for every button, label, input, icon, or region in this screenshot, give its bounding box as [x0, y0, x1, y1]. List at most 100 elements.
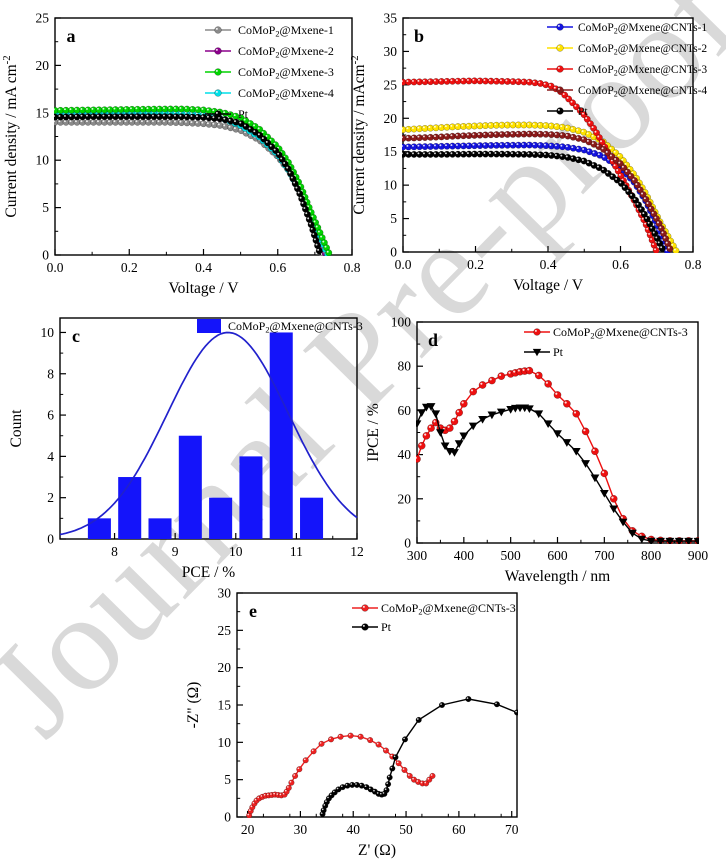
svg-text:20: 20: [241, 822, 255, 837]
panel-c-bar-6: [269, 332, 293, 539]
panel-c-bar-7: [300, 497, 324, 539]
panel-e-series-1: [319, 695, 518, 818]
panel-a-ticks: 0.0 0.2 0.4 0.6 0.8 0 5 10 15 20 25: [36, 11, 361, 276]
svg-text:600: 600: [547, 548, 568, 563]
svg-text:0.8: 0.8: [344, 260, 361, 275]
svg-text:5: 5: [224, 772, 231, 787]
panel-c-ylabel: Count: [8, 409, 25, 448]
svg-text:30: 30: [218, 586, 232, 601]
panel-a-legend-entry-2: CoMoP2@Mxene-3: [205, 65, 334, 81]
svg-text:40: 40: [398, 447, 412, 462]
panel-b-plot: [402, 77, 680, 253]
panel-c-fit-curve: [59, 331, 358, 536]
panel-b-legend-entry-3: CoMoP2@Mxene@CNTs-4: [547, 85, 707, 99]
svg-text:70: 70: [505, 822, 519, 837]
svg-text:0.6: 0.6: [269, 260, 286, 275]
svg-text:900: 900: [688, 548, 709, 563]
panel-c-plot: [59, 331, 358, 539]
svg-text:10: 10: [229, 544, 243, 559]
panel-b-legend-entry-4: Pt: [547, 106, 588, 118]
panel-b-legend-entry-2: CoMoP2@Mxene@CNTs-3: [547, 64, 707, 78]
svg-text:30: 30: [384, 44, 398, 59]
svg-text:Pt: Pt: [578, 106, 588, 118]
svg-text:11: 11: [290, 544, 303, 559]
panel-e-legend: CoMoP2@Mxene@CNTs-3 Pt: [352, 601, 516, 634]
svg-text:CoMoP2@Mxene@CNTs-4: CoMoP2@Mxene@CNTs-4: [578, 85, 707, 99]
panel-e-plot: [246, 695, 518, 818]
panel-d-legend-entry-1: Pt: [524, 345, 564, 359]
svg-text:0: 0: [47, 532, 54, 547]
panel-b-series-3: [402, 130, 674, 253]
panel-a-legend-entry-0: CoMoP2@Mxene-1: [205, 23, 334, 39]
panel-d-legend-entry-0: CoMoP2@Mxene@CNTs-3: [524, 325, 688, 341]
svg-text:10: 10: [36, 153, 50, 168]
svg-text:15: 15: [36, 105, 50, 120]
svg-text:60: 60: [452, 822, 466, 837]
panel-a-plot: [54, 105, 333, 256]
panel-a-legend-entry-1: CoMoP2@Mxene-2: [205, 44, 334, 60]
panel-c: 8 9 10 11 12 0 2 4 6 8 10 PCE / % Count c CoMoP2@Mxene…: [8, 317, 364, 581]
panel-b-series-2: [402, 77, 660, 253]
svg-text:0: 0: [42, 248, 49, 263]
svg-text:0: 0: [224, 810, 231, 825]
panel-b-ticks: 0.0 0.2 0.4 0.6 0.8 0 5 10 15 20 25 30 35: [384, 11, 702, 273]
panel-d-series-0: [416, 366, 699, 544]
svg-text:300: 300: [407, 548, 428, 563]
svg-text:30: 30: [294, 822, 308, 837]
svg-text:0: 0: [390, 245, 397, 260]
panel-d-xlabel: Wavelength / nm: [505, 568, 611, 585]
svg-text:20: 20: [384, 111, 398, 126]
panel-c-bar-1: [118, 477, 142, 539]
panel-b-letter: b: [414, 26, 424, 46]
panel-d-ticks: 300 400 500 600 700 800 900 0 20 40 60 80 100: [391, 315, 709, 564]
svg-text:50: 50: [399, 822, 413, 837]
svg-text:CoMoP2@Mxene-3: CoMoP2@Mxene-3: [238, 65, 334, 81]
svg-text:500: 500: [501, 548, 522, 563]
svg-text:10: 10: [41, 325, 55, 340]
panel-a-legend-entry-3: CoMoP2@Mxene-4: [205, 86, 334, 102]
svg-text:CoMoP2@Mxene@CNTs-2: CoMoP2@Mxene@CNTs-2: [578, 43, 707, 57]
svg-text:0.4: 0.4: [540, 257, 557, 272]
svg-text:4: 4: [47, 449, 54, 464]
panel-d-plot: [416, 366, 699, 544]
svg-text:8: 8: [111, 544, 118, 559]
panel-c-bar-2: [148, 518, 172, 539]
svg-text:0.0: 0.0: [395, 257, 412, 272]
panel-e-ticks: 20 30 40 50 60 70 0 5 10 15 20 25 30: [218, 586, 519, 838]
panel-d-letter: d: [428, 330, 438, 350]
panel-c-letter: c: [72, 326, 80, 346]
svg-text:9: 9: [172, 544, 179, 559]
svg-text:0.0: 0.0: [47, 260, 64, 275]
svg-text:0.4: 0.4: [195, 260, 212, 275]
svg-text:5: 5: [390, 211, 397, 226]
svg-text:CoMoP2@Mxene-4: CoMoP2@Mxene-4: [238, 86, 334, 102]
panel-a-series-0: [54, 118, 326, 256]
svg-text:100: 100: [391, 315, 412, 330]
svg-text:Pt: Pt: [553, 345, 564, 359]
svg-text:CoMoP2@Mxene-1: CoMoP2@Mxene-1: [238, 23, 334, 39]
svg-text:80: 80: [398, 359, 412, 374]
panel-e-legend-entry-0: CoMoP2@Mxene@CNTs-3: [352, 601, 516, 617]
panel-a-series-3: [54, 105, 333, 256]
panel-d-legend: CoMoP2@Mxene@CNTs-3 Pt: [524, 325, 688, 359]
svg-text:0.8: 0.8: [685, 257, 702, 272]
panel-b-legend-entry-1: CoMoP2@Mxene@CNTs-2: [547, 43, 707, 57]
panel-c-bar-5: [239, 456, 263, 539]
svg-text:CoMoP2@Mxene-2: CoMoP2@Mxene-2: [238, 44, 334, 60]
panel-a-legend: CoMoP2@Mxene-1 CoMoP2@Mxene-2 CoMoP2@Mxene…: [205, 23, 334, 121]
svg-text:Pt: Pt: [238, 107, 249, 121]
svg-text:CoMoP2@Mxene@CNTs-3: CoMoP2@Mxene@CNTs-3: [553, 325, 688, 341]
panel-a-ylabel: Current density / mA cm-2: [1, 55, 20, 217]
panel-c-frame: [59, 317, 358, 540]
panel-d: 300 400 500 600 700 800 900 0 20 40 60 80 100 Wavelen…: [365, 315, 708, 586]
svg-text:0: 0: [404, 536, 411, 551]
panel-a-series-1: [54, 111, 329, 256]
panel-c-bar-0: [87, 518, 111, 539]
svg-text:20: 20: [36, 58, 50, 73]
svg-text:15: 15: [218, 698, 232, 713]
panel-c-ticks: 8 9 10 11 12 0 2 4 6 8 10: [41, 325, 364, 559]
svg-text:25: 25: [384, 77, 398, 92]
svg-text:0.6: 0.6: [612, 257, 629, 272]
svg-text:15: 15: [384, 144, 398, 159]
